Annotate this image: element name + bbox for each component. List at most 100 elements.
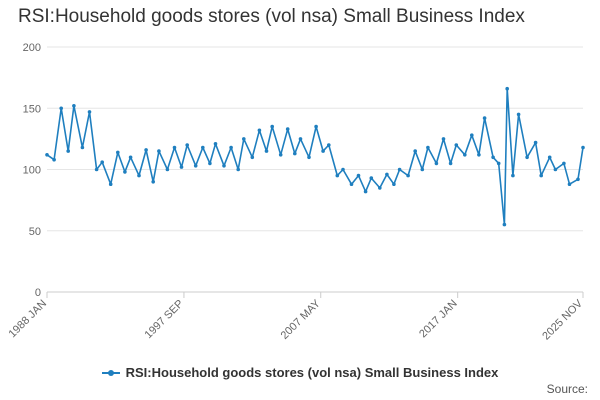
axes xyxy=(46,292,584,298)
data-point-41[interactable] xyxy=(335,173,340,178)
data-point-61[interactable] xyxy=(477,153,481,157)
data-point-55[interactable] xyxy=(434,161,439,166)
data-point-72[interactable] xyxy=(547,155,552,160)
series-layer xyxy=(45,86,585,227)
data-point-21[interactable] xyxy=(193,164,198,168)
legend[interactable]: RSI:Household goods stores (vol nsa) Sma… xyxy=(0,365,600,380)
data-point-71[interactable] xyxy=(539,173,543,178)
data-point-6[interactable] xyxy=(87,110,92,114)
data-point-47[interactable] xyxy=(378,186,382,190)
data-point-19[interactable] xyxy=(179,165,184,169)
data-point-66[interactable] xyxy=(505,86,510,91)
data-point-14[interactable] xyxy=(144,148,148,152)
data-point-0[interactable] xyxy=(45,153,49,157)
data-point-64[interactable] xyxy=(496,161,501,166)
data-point-2[interactable] xyxy=(59,106,63,111)
data-point-25[interactable] xyxy=(222,164,226,168)
data-point-67[interactable] xyxy=(511,173,515,178)
data-point-1[interactable] xyxy=(52,157,56,162)
data-point-9[interactable] xyxy=(108,182,113,186)
data-point-48[interactable] xyxy=(385,172,389,177)
data-point-77[interactable] xyxy=(581,145,585,150)
x-tick-label-1: 1997 SEP xyxy=(143,298,187,342)
data-point-63[interactable] xyxy=(491,155,495,160)
data-point-23[interactable] xyxy=(208,161,212,166)
data-point-68[interactable] xyxy=(516,112,521,117)
data-point-75[interactable] xyxy=(567,182,572,186)
y-tick-label-4: 200 xyxy=(23,42,41,54)
data-point-24[interactable] xyxy=(213,142,218,146)
data-point-27[interactable] xyxy=(236,167,240,172)
x-tick-label-0: 1988 JAN xyxy=(6,298,49,341)
x-tick-label-2: 2007 MAY xyxy=(279,297,324,342)
source-label: Source: xyxy=(546,382,588,396)
x-tick-label-4: 2025 NOV xyxy=(540,297,585,342)
data-point-65[interactable] xyxy=(502,222,507,227)
data-point-7[interactable] xyxy=(94,167,99,172)
data-point-33[interactable] xyxy=(278,153,283,157)
tick-labels: 0 50 100 150 200 1988 JAN 1997 SEP 2007 MAY 2017… xyxy=(6,42,585,342)
data-point-28[interactable] xyxy=(242,137,246,141)
data-point-57[interactable] xyxy=(448,161,453,166)
legend-swatch xyxy=(101,368,120,378)
data-point-49[interactable] xyxy=(392,182,396,186)
data-point-36[interactable] xyxy=(298,137,303,141)
data-point-74[interactable] xyxy=(562,161,566,166)
data-point-44[interactable] xyxy=(356,173,361,178)
data-point-45[interactable] xyxy=(363,189,368,194)
data-point-56[interactable] xyxy=(441,137,446,141)
data-point-18[interactable] xyxy=(172,145,177,150)
x-tick-label-3: 2017 JAN xyxy=(417,298,460,341)
data-point-58[interactable] xyxy=(454,143,459,147)
data-point-8[interactable] xyxy=(100,160,104,164)
data-point-40[interactable] xyxy=(327,143,331,147)
data-point-46[interactable] xyxy=(369,176,374,180)
data-point-31[interactable] xyxy=(264,149,269,153)
data-point-13[interactable] xyxy=(137,173,141,178)
data-point-35[interactable] xyxy=(293,151,297,156)
y-tick-label-3: 150 xyxy=(23,103,41,115)
data-point-62[interactable] xyxy=(482,116,487,120)
data-point-42[interactable] xyxy=(341,167,345,172)
data-point-37[interactable] xyxy=(307,155,311,160)
data-point-34[interactable] xyxy=(285,127,290,131)
data-point-20[interactable] xyxy=(185,143,189,147)
data-point-12[interactable] xyxy=(128,155,133,160)
data-point-17[interactable] xyxy=(165,167,170,172)
data-point-60[interactable] xyxy=(470,133,474,137)
data-point-10[interactable] xyxy=(116,150,120,155)
data-point-11[interactable] xyxy=(123,170,127,174)
data-point-32[interactable] xyxy=(270,124,275,129)
data-point-59[interactable] xyxy=(463,153,467,157)
data-point-29[interactable] xyxy=(250,155,255,160)
data-point-54[interactable] xyxy=(426,145,430,150)
data-point-16[interactable] xyxy=(157,149,161,153)
data-point-43[interactable] xyxy=(349,182,354,186)
series-line-0 xyxy=(46,87,584,226)
data-point-73[interactable] xyxy=(553,167,558,172)
y-tick-label-0: 0 xyxy=(35,287,41,299)
data-point-50[interactable] xyxy=(397,167,402,172)
data-point-4[interactable] xyxy=(72,104,76,108)
data-point-30[interactable] xyxy=(257,128,262,133)
data-point-70[interactable] xyxy=(533,140,538,145)
chart-title: RSI:Household goods stores (vol nsa) Sma… xyxy=(18,6,525,27)
data-point-52[interactable] xyxy=(413,149,418,153)
data-point-38[interactable] xyxy=(314,124,318,129)
data-point-26[interactable] xyxy=(229,145,233,150)
data-point-51[interactable] xyxy=(406,173,410,178)
data-point-3[interactable] xyxy=(66,149,70,153)
grid-lines xyxy=(47,46,583,293)
data-point-53[interactable] xyxy=(420,167,425,172)
y-tick-label-1: 50 xyxy=(29,226,41,238)
data-point-5[interactable] xyxy=(80,145,85,150)
y-tick-label-2: 100 xyxy=(23,165,41,177)
legend-label: RSI:Household goods stores (vol nsa) Sma… xyxy=(125,365,499,380)
data-point-22[interactable] xyxy=(201,145,205,150)
data-point-69[interactable] xyxy=(525,155,529,160)
data-point-76[interactable] xyxy=(576,177,580,182)
data-point-15[interactable] xyxy=(151,180,155,184)
data-point-39[interactable] xyxy=(321,149,325,153)
